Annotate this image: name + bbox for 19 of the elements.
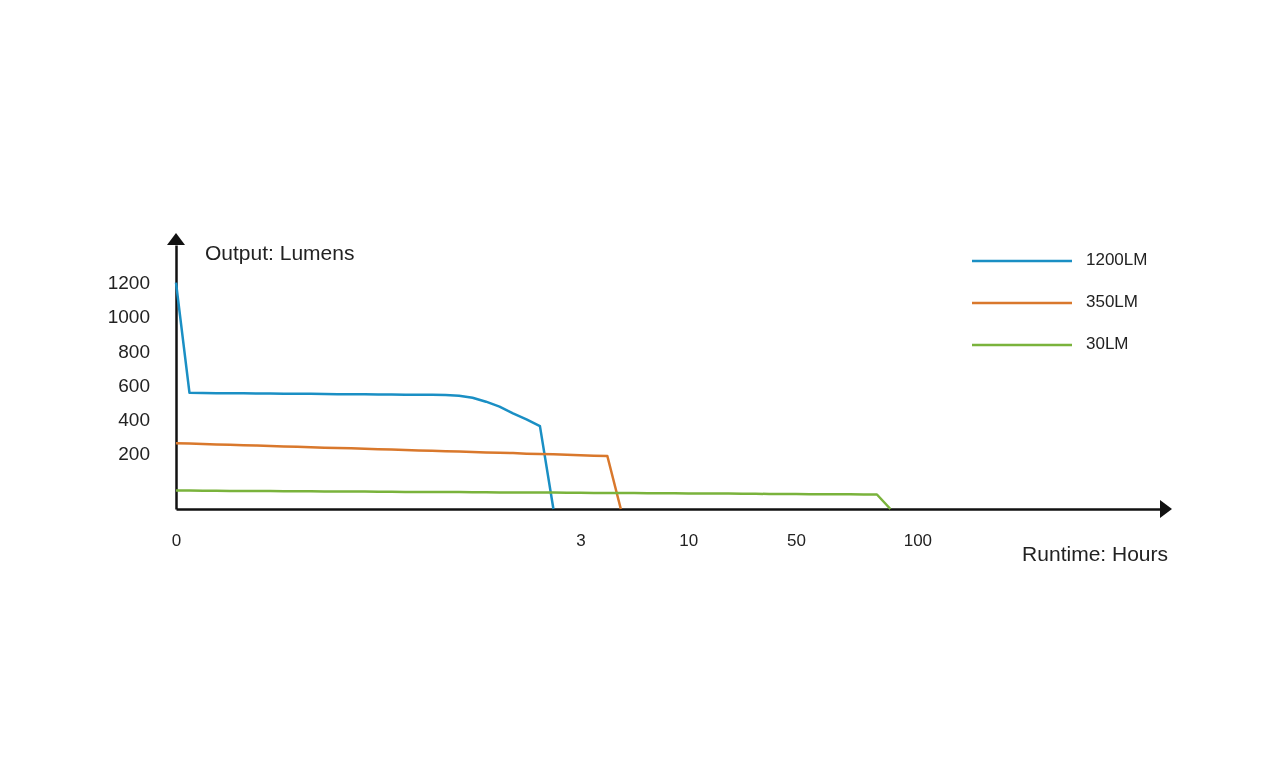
y-tick-label: 600	[118, 374, 150, 396]
line-series	[174, 281, 555, 511]
x-tick-label: 0	[171, 531, 182, 551]
text: 350LM	[1086, 292, 1138, 312]
line-series	[174, 489, 892, 511]
y-tick-label: 200	[118, 443, 150, 465]
y-axis-title: Output: Lumens	[205, 241, 355, 264]
x-tick-label: 10	[679, 531, 699, 551]
y-tick-label: 1000	[107, 306, 150, 328]
y-tick-label: 1200	[107, 272, 150, 294]
text: 30LM	[1086, 334, 1129, 354]
text: 1200LM	[1086, 250, 1148, 270]
x-axis-title: Runtime: Hours	[1022, 542, 1168, 565]
x-tick-label: 3	[576, 531, 586, 551]
x-tick-label: 50	[787, 531, 807, 551]
y-tick-label: 400	[118, 408, 150, 430]
line-series	[174, 441, 623, 511]
y-tick-label: 800	[118, 340, 150, 362]
x-tick-label: 100	[903, 531, 933, 551]
